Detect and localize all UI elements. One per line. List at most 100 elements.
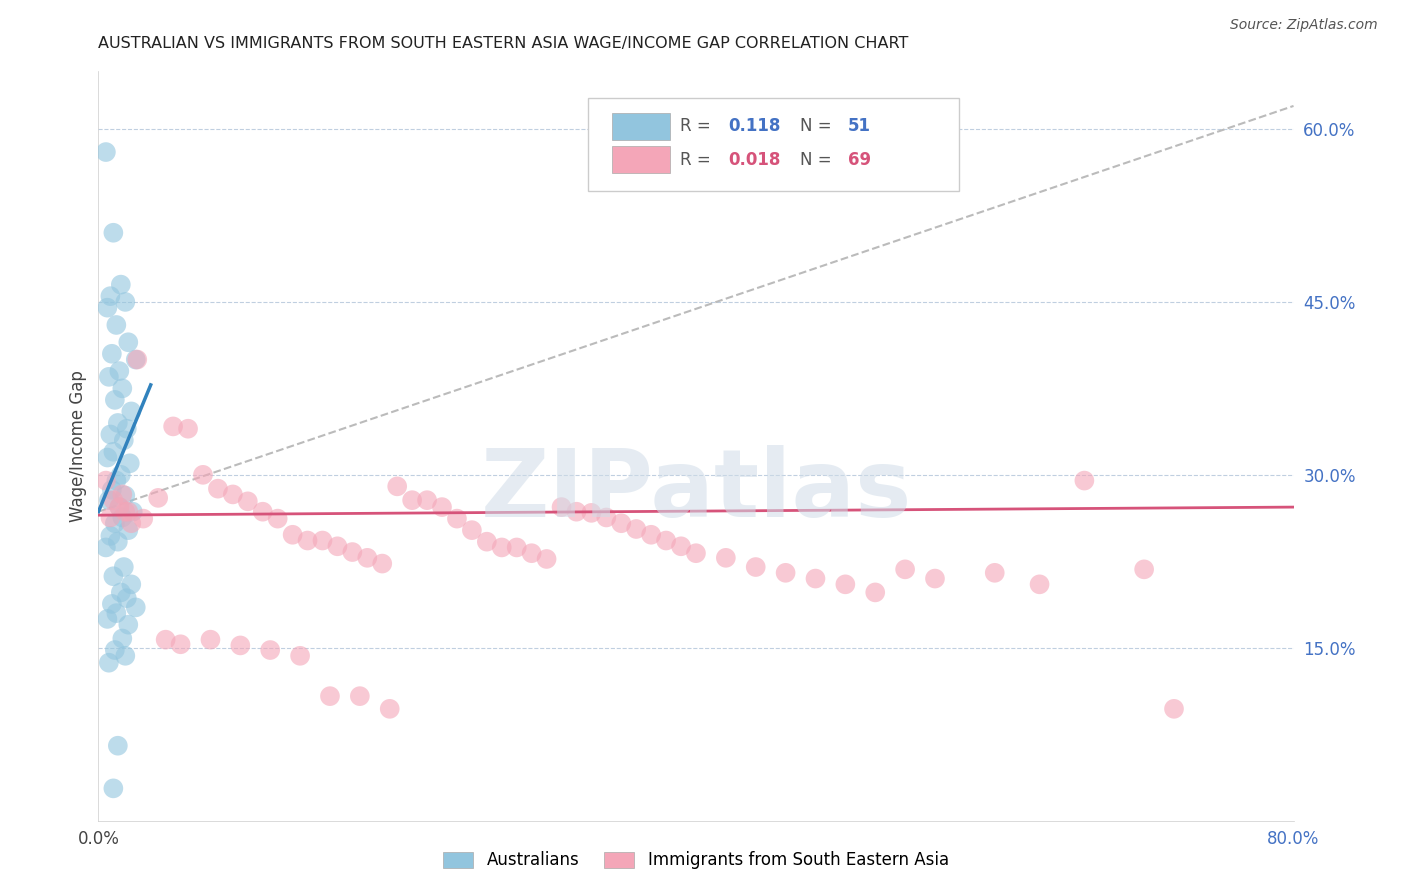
Point [685,546,707,560]
Point [120,577,142,591]
Text: AUSTRALIAN VS IMMIGRANTS FROM SOUTH EASTERN ASIA WAGE/INCOME GAP CORRELATION CHA: AUSTRALIAN VS IMMIGRANTS FROM SOUTH EAST… [98,36,908,51]
Point [125,600,148,615]
Point [105,606,128,620]
Point [1073,474,1095,488]
Point [117,505,139,519]
Point [111,510,134,524]
Text: ZIPatlas: ZIPatlas [481,445,911,537]
Point [669,539,692,553]
Point [104,643,127,657]
Point [610,516,633,531]
Point [626,522,648,536]
Point [103,493,125,508]
Point [103,569,125,583]
Point [1133,562,1156,576]
Point [714,550,737,565]
Point [281,528,304,542]
Point [112,434,135,448]
Point [446,511,468,525]
Point [103,781,125,796]
Point [655,533,678,548]
Text: 69: 69 [848,151,870,169]
Point [148,491,170,505]
Point [107,416,129,430]
Point [177,422,200,436]
Point [117,617,139,632]
Text: 0.018: 0.018 [728,151,780,169]
Point [200,632,222,647]
Point [115,591,138,606]
Point [430,500,453,514]
Text: N =: N = [800,117,837,135]
Point [581,506,603,520]
Point [97,369,120,384]
Point [207,482,229,496]
Point [259,643,281,657]
Point [311,533,333,548]
Point [101,597,124,611]
Point [115,422,138,436]
Point [111,632,134,646]
Point [104,392,127,407]
Point [461,523,484,537]
Point [104,516,127,531]
Point [416,493,439,508]
Point [319,689,342,703]
Point [1163,702,1185,716]
Point [132,511,155,525]
Point [96,612,118,626]
Point [114,294,136,309]
Point [110,585,132,599]
Point [118,456,141,470]
Point [640,528,662,542]
Point [100,529,122,543]
Point [127,352,149,367]
Point [97,656,120,670]
Point [110,277,132,292]
Point [120,516,142,531]
Point [100,510,122,524]
Point [107,739,129,753]
Point [97,493,120,508]
Point [349,689,371,703]
Point [342,545,364,559]
Point [550,500,572,514]
Point [121,505,143,519]
Legend: Australians, Immigrants from South Eastern Asia: Australians, Immigrants from South Easte… [436,845,956,876]
Point [101,347,124,361]
FancyBboxPatch shape [613,146,669,173]
FancyBboxPatch shape [613,112,669,139]
Point [108,364,131,378]
Point [114,648,136,663]
Point [924,572,946,586]
Text: Source: ZipAtlas.com: Source: ZipAtlas.com [1230,18,1378,32]
Point [491,541,513,555]
Point [103,226,125,240]
Point [108,500,131,514]
Point [94,541,117,555]
Y-axis label: Wage/Income Gap: Wage/Income Gap [69,370,87,522]
Point [475,534,498,549]
Point [371,557,394,571]
Point [506,541,529,555]
Point [1028,577,1050,591]
Point [105,318,128,332]
Text: R =: R = [681,151,717,169]
Point [117,523,139,537]
Point [169,637,191,651]
Point [112,560,135,574]
Point [326,539,349,553]
Point [385,479,409,493]
Point [100,427,122,442]
Text: N =: N = [800,151,837,169]
Point [775,566,797,580]
Point [96,301,118,315]
Point [288,648,311,663]
Text: R =: R = [681,117,717,135]
Point [96,450,118,465]
Point [107,534,129,549]
Point [297,533,319,548]
Point [114,505,136,519]
Point [94,145,117,159]
Point [103,444,125,458]
